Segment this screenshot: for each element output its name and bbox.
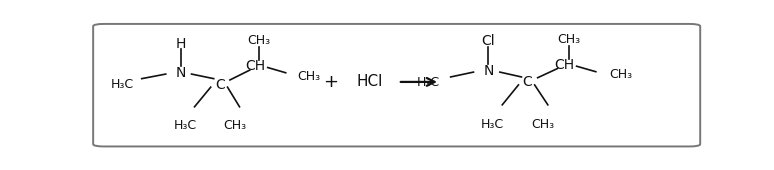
Text: CH₃: CH₃ bbox=[223, 119, 246, 132]
Text: H: H bbox=[176, 37, 186, 51]
Text: C: C bbox=[522, 75, 533, 89]
FancyBboxPatch shape bbox=[93, 24, 700, 147]
Text: H₃C: H₃C bbox=[481, 118, 504, 131]
Text: CH₃: CH₃ bbox=[247, 33, 270, 47]
Text: HCl: HCl bbox=[357, 74, 383, 89]
Text: C: C bbox=[215, 78, 224, 91]
Text: CH₃: CH₃ bbox=[532, 118, 555, 131]
Text: N: N bbox=[176, 66, 186, 80]
Text: +: + bbox=[324, 73, 338, 91]
Text: CH: CH bbox=[554, 58, 575, 72]
Text: CH: CH bbox=[245, 59, 265, 73]
Text: H₃C: H₃C bbox=[111, 78, 134, 91]
Text: CH₃: CH₃ bbox=[557, 33, 580, 46]
Text: H₃C: H₃C bbox=[416, 76, 440, 89]
Text: N: N bbox=[483, 64, 494, 78]
Text: H₃C: H₃C bbox=[174, 119, 197, 132]
Text: Cl: Cl bbox=[481, 34, 495, 48]
Text: CH₃: CH₃ bbox=[298, 70, 321, 82]
Text: CH₃: CH₃ bbox=[610, 68, 633, 81]
